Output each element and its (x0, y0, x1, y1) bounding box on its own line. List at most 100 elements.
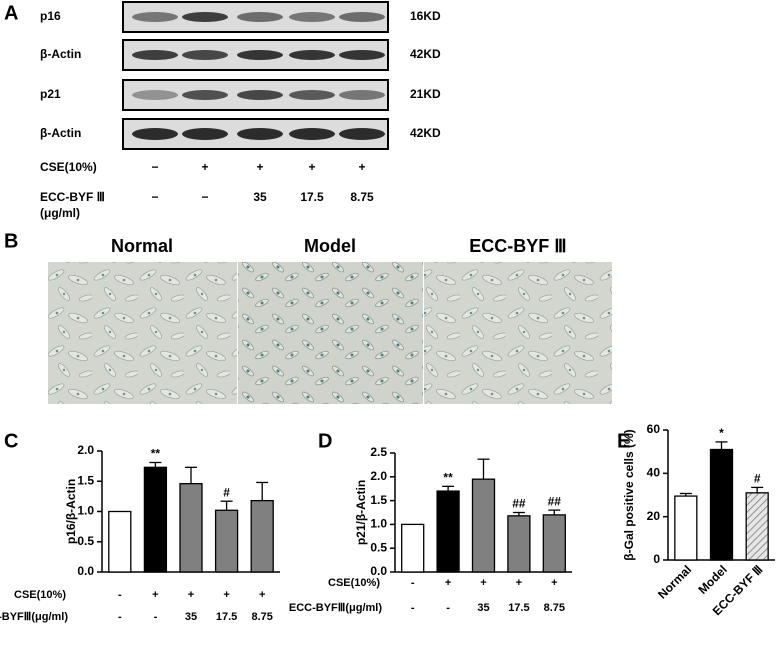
significance: # (223, 485, 230, 499)
protein-label: β-Actin (40, 47, 81, 61)
condition-value: − (151, 160, 158, 174)
panel-label: D (318, 430, 332, 452)
condition-value: 17.5 (508, 602, 529, 614)
condition-label: ECC-BYFⅢ(μg/ml) (289, 602, 382, 614)
condition-value: - (446, 602, 450, 614)
condition-value: - (118, 589, 122, 601)
condition-value: + (480, 577, 486, 589)
y-axis-label: β-Gal positive cells (%) (622, 429, 636, 560)
image-title: ECC-BYF Ⅲ (469, 236, 566, 256)
panel-label: B (4, 230, 18, 252)
y-tick-label: 2.0 (370, 469, 387, 483)
condition-label: CSE(10%) (14, 589, 66, 601)
image-title: Normal (111, 236, 173, 256)
condition-value: − (151, 190, 158, 204)
bar (745, 492, 769, 561)
size-label: 16KD (410, 9, 441, 23)
condition-value: + (259, 589, 265, 601)
band (182, 128, 228, 140)
band (289, 90, 335, 100)
condition-label: ECC-BYF Ⅲ (40, 190, 105, 204)
band (339, 50, 385, 60)
bar (471, 478, 496, 573)
panel-label: A (4, 2, 18, 24)
condition-value: - (411, 602, 415, 614)
band (132, 90, 178, 100)
y-tick-label: 0.0 (370, 564, 387, 578)
band (182, 12, 228, 22)
micrograph (238, 262, 423, 404)
y-tick-label: 20 (647, 509, 661, 523)
significance: ## (512, 497, 526, 511)
condition-value: + (308, 160, 315, 174)
protein-label: β-Actin (40, 126, 81, 140)
condition-value: - (118, 611, 122, 623)
condition-unit: (μg/ml) (40, 206, 80, 220)
condition-value: + (551, 577, 557, 589)
significance: ## (548, 494, 562, 508)
band (132, 12, 178, 22)
condition-label: CSE(10%) (328, 577, 380, 589)
y-tick-label: 2.0 (77, 443, 94, 457)
band (339, 90, 385, 100)
condition-value: + (358, 160, 365, 174)
bar (674, 495, 698, 561)
protein-label: p21 (40, 87, 61, 101)
condition-value: − (201, 190, 208, 204)
panel-label: C (4, 430, 18, 452)
condition-value: 35 (477, 602, 489, 614)
y-tick-label: 1.0 (77, 504, 94, 518)
x-tick-label: Normal (655, 562, 694, 601)
condition-value: + (188, 589, 194, 601)
condition-value: + (223, 589, 229, 601)
condition-value: + (256, 160, 263, 174)
y-tick-label: 40 (647, 466, 661, 480)
x-tick-label: Model (695, 562, 729, 596)
band (339, 128, 385, 140)
y-tick-label: 1.5 (77, 473, 94, 487)
bar (214, 509, 239, 573)
bar (401, 523, 425, 573)
significance: ** (443, 470, 453, 484)
significance: * (719, 426, 724, 440)
condition-value: 35 (185, 611, 197, 623)
protein-label: p16 (40, 9, 61, 23)
micrograph (424, 262, 612, 404)
bar (436, 490, 460, 573)
y-tick-label: 0.5 (370, 540, 387, 554)
significance: # (754, 472, 761, 486)
y-tick-label: 0.5 (77, 534, 94, 548)
condition-value: 17.5 (216, 611, 237, 623)
condition-value: 35 (253, 190, 267, 204)
size-label: 42KD (410, 47, 441, 61)
y-tick-label: 60 (647, 422, 661, 436)
condition-value: 8.75 (350, 190, 374, 204)
y-tick-label: 1.0 (370, 517, 387, 531)
bar (709, 448, 734, 561)
significance: ** (151, 447, 161, 461)
size-label: 21KD (410, 87, 441, 101)
band (289, 128, 335, 140)
band (237, 90, 283, 100)
band (182, 90, 228, 100)
condition-value: 8.75 (544, 602, 565, 614)
condition-value: + (445, 577, 451, 589)
band (132, 50, 178, 60)
y-axis-label: p21/β-Actin (354, 480, 368, 545)
band (182, 50, 228, 60)
band (237, 128, 283, 140)
y-tick-label: 1.5 (370, 493, 387, 507)
size-label: 42KD (410, 126, 441, 140)
condition-label: ECC-BYFⅢ(μg/ml) (0, 611, 68, 623)
bar (250, 499, 274, 573)
band (339, 12, 385, 22)
condition-label: CSE(10%) (40, 160, 97, 174)
bar (542, 514, 566, 573)
micrograph (48, 262, 237, 404)
image-title: Model (304, 236, 356, 256)
band (289, 50, 335, 60)
condition-value: 17.5 (300, 190, 324, 204)
condition-value: + (516, 577, 522, 589)
